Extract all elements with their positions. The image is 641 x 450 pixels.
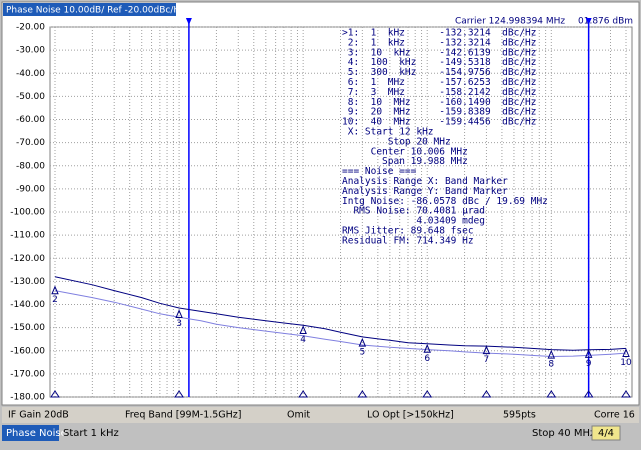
panel — [1, 1, 640, 406]
y-tick-label: -60.00 — [16, 115, 45, 125]
status-item: Corre 16 — [594, 410, 635, 421]
marker — [299, 325, 307, 335]
marker-label: 10 — [620, 358, 632, 368]
status-item: LO Opt [>150kHz] — [367, 410, 454, 421]
marker-label: 2 — [52, 295, 58, 305]
readout-line: RMS Noise: 70.4081 µrad — [342, 206, 485, 217]
readout-line: 4: 100 kHz -149.5318 dBc/Hz — [342, 57, 536, 68]
readout-line: Analysis Range Y: Band Marker — [342, 186, 508, 197]
readout-line: Residual FM: 714.349 Hz — [342, 235, 474, 246]
y-tick-label: -30.00 — [16, 46, 45, 56]
status-bar — [2, 407, 639, 423]
readout-line: 9: 20 MHz -159.8389 dBc/Hz — [342, 107, 536, 118]
title-box — [3, 3, 176, 16]
status-item: 595pts — [503, 410, 536, 421]
marker — [622, 348, 630, 357]
y-tick-label: -90.00 — [16, 184, 45, 194]
mode-box[interactable] — [2, 425, 59, 441]
readout-line: 6: 1 MHz -157.6253 dBc/Hz — [342, 77, 536, 88]
title: Phase Noise 10.00dB/ Ref -20.00dBc/Hz — [6, 6, 185, 16]
readout-line: Intg Noise: -86.0578 dBc / 19.69 MHz — [342, 196, 548, 207]
readout-line: === Noise === — [342, 166, 417, 177]
page-box[interactable] — [591, 425, 621, 441]
y-tick-label: -20.00 — [16, 23, 45, 33]
marker-label: 5 — [359, 348, 365, 358]
readout-line: Stop 20 MHz — [342, 136, 451, 147]
power: 01.876 dBm — [578, 17, 633, 27]
readout-line: 8: 10 MHz -160.1490 dBc/Hz — [342, 97, 536, 108]
y-tick-label: -120.00 — [10, 254, 45, 264]
status-item: IF Gain 20dB — [8, 410, 69, 421]
axis-marker — [621, 390, 631, 398]
readout-line: X: Start 12 kHz — [342, 127, 434, 138]
axis-marker — [481, 390, 492, 398]
y-tick-label: -110.00 — [10, 231, 45, 241]
y-tick-label: -180.00 — [10, 393, 45, 403]
band-flag — [585, 18, 592, 25]
marker — [175, 309, 183, 319]
readout-line: 10: 40 MHz -159.4456 dBc/Hz — [342, 117, 536, 128]
readout-line: 7: 3 MHz -158.2142 dBc/Hz — [342, 87, 536, 98]
marker — [51, 285, 59, 295]
marker-label: 8 — [548, 360, 554, 370]
y-tick-label: -170.00 — [10, 369, 45, 379]
trace — [54, 276, 627, 351]
readout-line: Span 19.988 MHz — [342, 156, 468, 167]
y-tick-label: -50.00 — [16, 92, 45, 102]
readout-line: 5: 300 kHz -154.9756 dBc/Hz — [342, 67, 536, 78]
axis-marker — [357, 390, 368, 398]
y-tick-label: -140.00 — [10, 300, 45, 310]
readout-line: 2: 1 kHz -132.3214 dBc/Hz — [342, 37, 536, 48]
status-item: Freq Band [99M-1.5GHz] — [125, 410, 242, 421]
trace — [54, 290, 627, 358]
readout-line: Center 10.006 MHz — [342, 146, 468, 157]
start: Start 1 kHz — [63, 428, 119, 439]
marker-label: 7 — [484, 355, 490, 365]
axis-marker — [546, 390, 557, 398]
readout-line: 4.03409 mdeg — [342, 216, 485, 227]
y-tick-label: -40.00 — [16, 69, 45, 79]
marker — [584, 349, 593, 358]
axis-marker — [50, 390, 60, 398]
stop: Stop 40 MHz — [532, 428, 595, 439]
page-indicator[interactable]: 4/4 — [598, 428, 614, 439]
y-tick-label: -80.00 — [16, 161, 45, 171]
status-item: Omit — [287, 410, 310, 421]
marker — [482, 345, 491, 355]
y-tick-label: -100.00 — [10, 208, 45, 218]
marker — [547, 349, 556, 359]
mode[interactable]: Phase Noise — [6, 428, 67, 439]
axis-marker — [174, 390, 185, 398]
band-flag — [185, 18, 192, 25]
readout-line: 3: 10 kHz -142.6139 dBc/Hz — [342, 47, 536, 58]
readout-line: >1: 1 kHz -132.3214 dBc/Hz — [342, 28, 536, 39]
carrier: Carrier 124.998394 MHz — [455, 17, 565, 27]
marker — [423, 343, 431, 353]
marker-label: 6 — [424, 354, 430, 364]
y-tick-label: -160.00 — [10, 346, 45, 356]
readout-line: Analysis Range X: Band Marker — [342, 176, 508, 187]
readout-line: RMS Jitter: 89.648 fsec — [342, 226, 474, 237]
y-tick-label: -150.00 — [10, 323, 45, 333]
y-tick-label: -130.00 — [10, 277, 45, 287]
axis-marker — [422, 390, 433, 398]
axis-marker — [583, 390, 594, 398]
marker-label: 9 — [586, 359, 592, 369]
axis-marker — [298, 390, 309, 398]
marker-label: 4 — [300, 335, 306, 345]
marker — [358, 337, 367, 347]
marker-label: 3 — [176, 319, 182, 329]
y-tick-label: -70.00 — [16, 138, 45, 148]
